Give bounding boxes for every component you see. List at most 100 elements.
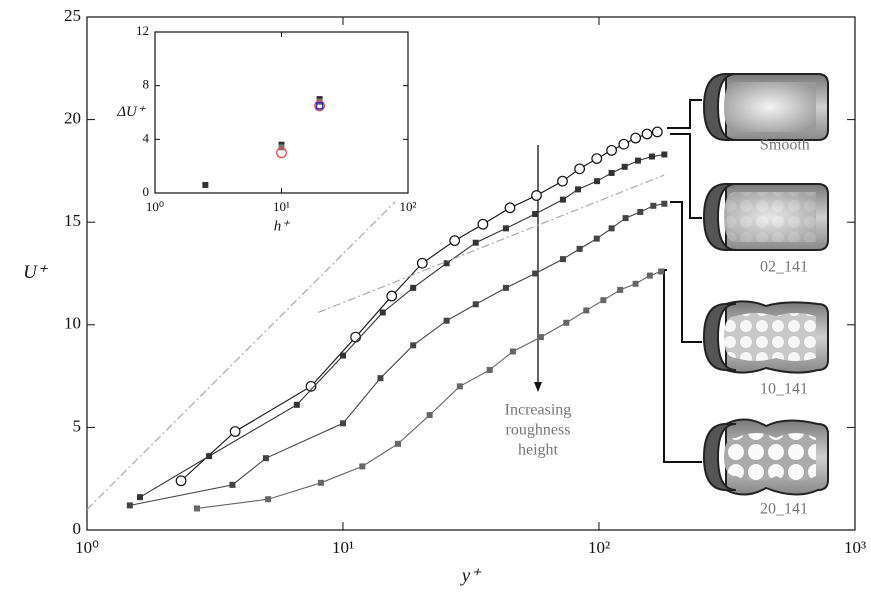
marker	[563, 319, 570, 326]
marker	[502, 225, 509, 232]
marker	[509, 348, 516, 355]
brackets	[663, 99, 702, 463]
marker	[583, 307, 590, 314]
marker	[377, 375, 384, 382]
marker	[194, 505, 201, 512]
y-tick-label: 25	[64, 6, 81, 25]
marker	[206, 453, 213, 460]
marker	[646, 272, 653, 279]
marker	[202, 181, 209, 188]
y-axis-label: ΔU⁺	[116, 104, 146, 120]
series-line	[129, 203, 665, 506]
marker	[559, 196, 566, 203]
marker	[618, 138, 630, 150]
x-tick-label: 10²	[400, 199, 417, 214]
marker	[443, 260, 450, 267]
marker	[502, 284, 509, 291]
pipe-smooth	[702, 73, 829, 141]
y-tick-label: 12	[136, 23, 149, 38]
x-tick-label: 10³	[844, 538, 866, 557]
marker	[559, 256, 566, 263]
marker	[617, 286, 624, 293]
marker	[606, 144, 617, 156]
y-tick-label: 0	[73, 519, 82, 538]
marker	[532, 210, 539, 217]
marker	[340, 352, 346, 359]
annotation: roughness	[506, 422, 571, 439]
y-tick-label: 5	[73, 416, 82, 435]
marker	[126, 502, 133, 509]
plot-frame	[154, 31, 409, 194]
pipe-02-141	[702, 183, 829, 251]
marker	[641, 128, 653, 140]
marker	[504, 202, 516, 214]
marker	[575, 186, 582, 193]
marker	[136, 494, 143, 501]
pipe-label: 02_141	[760, 259, 808, 276]
marker	[531, 190, 542, 201]
chart-0: 10⁰ 10¹ 10² 10³ 0 5 10 15 20 25 y⁺ U⁺	[23, 6, 866, 586]
pipe-10-141	[702, 300, 829, 374]
marker	[622, 215, 629, 222]
marker	[632, 280, 639, 287]
marker	[410, 284, 417, 291]
plot-frame	[86, 16, 856, 531]
marker	[608, 225, 615, 232]
marker	[576, 245, 583, 252]
marker	[532, 270, 539, 277]
y-tick-label: 15	[64, 211, 81, 230]
annotation: Increasing	[505, 402, 572, 419]
series-line	[196, 270, 662, 509]
marker	[315, 102, 324, 110]
marker	[472, 239, 479, 246]
marker	[661, 151, 668, 158]
marker	[386, 290, 398, 302]
pipe-label: 20_141	[760, 501, 808, 518]
y-tick-label: 8	[143, 77, 150, 92]
x-axis-label: y⁺	[460, 565, 482, 586]
marker	[637, 208, 644, 215]
marker	[650, 202, 657, 209]
marker	[350, 331, 361, 343]
annotation: height	[518, 442, 559, 459]
pipe-20-141	[702, 418, 829, 496]
pipe-label: Smooth	[760, 137, 810, 154]
marker	[648, 153, 655, 160]
marker	[472, 301, 479, 308]
marker	[410, 342, 417, 349]
marker	[262, 455, 269, 462]
marker	[537, 334, 544, 341]
marker	[630, 132, 642, 144]
marker	[443, 317, 450, 324]
marker	[395, 440, 402, 447]
marker	[359, 463, 366, 470]
marker	[651, 126, 663, 138]
marker	[314, 100, 325, 112]
marker	[621, 163, 628, 170]
marker	[340, 420, 346, 427]
reference-line	[86, 201, 396, 510]
marker	[449, 235, 461, 247]
y-tick-label: 0	[143, 184, 150, 199]
marker	[379, 309, 386, 316]
marker	[317, 479, 324, 486]
marker	[486, 366, 493, 373]
y-axis-label: U⁺	[23, 262, 49, 283]
marker	[600, 297, 607, 304]
y-tick-label: 4	[143, 130, 150, 145]
marker	[594, 178, 601, 185]
marker	[265, 496, 272, 503]
y-tick-label: 10	[64, 314, 81, 333]
marker	[229, 426, 241, 437]
marker	[661, 200, 668, 207]
marker	[305, 380, 317, 392]
reference-line	[317, 174, 665, 314]
marker	[477, 218, 489, 230]
x-tick-label: 10⁰	[146, 199, 164, 214]
x-axis-label: h⁺	[274, 218, 291, 234]
marker	[593, 235, 600, 242]
x-tick-label: 10⁰	[75, 538, 99, 557]
marker	[316, 98, 323, 105]
arrow	[534, 145, 542, 392]
